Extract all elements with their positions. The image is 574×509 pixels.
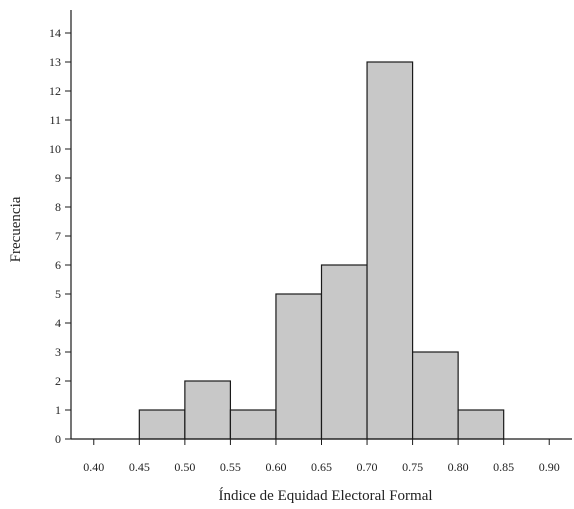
histogram-bar-4: [320, 264, 368, 440]
y-tick-label-5: 5: [55, 287, 61, 301]
y-tick-label-4: 4: [55, 316, 61, 330]
x-tick-label-8: 0.80: [448, 460, 469, 474]
histogram-bar-7: [457, 409, 505, 440]
histogram-bar-2: [229, 409, 277, 440]
x-tick-label-4: 0.60: [265, 460, 286, 474]
y-tick-label-6: 6: [55, 258, 61, 272]
y-tick-label-0: 0: [55, 432, 61, 446]
y-tick-label-14: 14: [49, 26, 61, 40]
x-axis-title: Índice de Equidad Electoral Formal: [218, 487, 432, 504]
y-tick-label-8: 8: [55, 200, 61, 214]
y-tick-label-12: 12: [49, 84, 61, 98]
histogram-bar-0: [138, 409, 186, 440]
y-tick-label-3: 3: [55, 345, 61, 359]
histogram-bar-6: [411, 351, 459, 440]
y-tick-label-1: 1: [55, 403, 61, 417]
y-tick-label-2: 2: [55, 374, 61, 388]
x-tick-label-0: 0.40: [83, 460, 104, 474]
x-tick-label-3: 0.55: [220, 460, 241, 474]
x-ticks: 0.40 0.45 0.50 0.55 0.60 0.65 0.70 0.75 0.80 0.85…: [83, 439, 560, 474]
x-tick-label-7: 0.75: [402, 460, 423, 474]
x-tick-label-1: 0.45: [129, 460, 150, 474]
bars-layer: [138, 61, 505, 440]
histogram-bar-3: [275, 293, 323, 440]
x-tick-label-5: 0.65: [311, 460, 332, 474]
histogram-bar-1: [184, 380, 232, 440]
y-tick-label-9: 9: [55, 171, 61, 185]
x-tick-label-10: 0.90: [539, 460, 560, 474]
y-axis-title: Frecuencia: [8, 196, 24, 262]
histogram-bar-5: [366, 61, 414, 440]
x-tick-label-9: 0.85: [493, 460, 514, 474]
y-tick-label-11: 11: [49, 113, 61, 127]
x-tick-label-2: 0.50: [174, 460, 195, 474]
x-tick-label-6: 0.70: [357, 460, 378, 474]
y-tick-label-10: 10: [49, 142, 61, 156]
y-tick-label-7: 7: [55, 229, 61, 243]
y-tick-label-13: 13: [49, 55, 61, 69]
